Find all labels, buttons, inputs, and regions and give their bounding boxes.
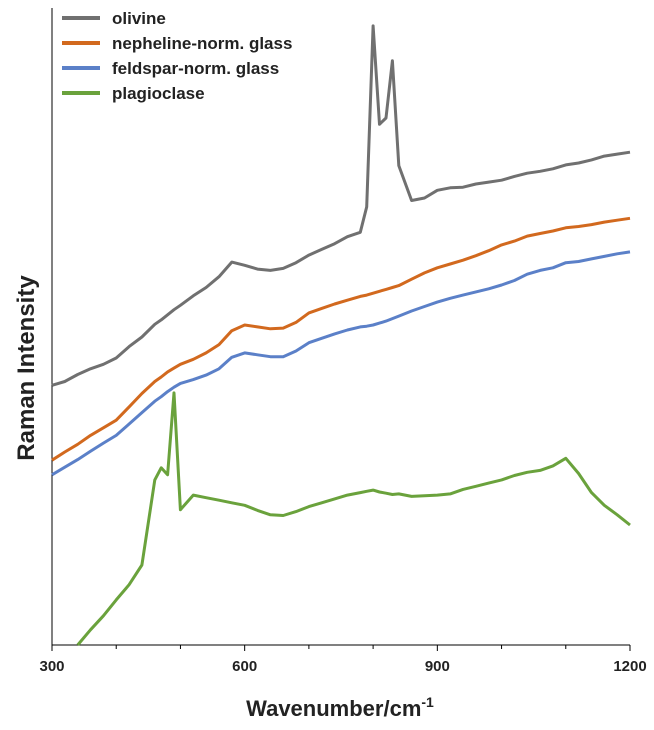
x-axis-label: Wavenumber/cm-1 bbox=[246, 694, 434, 721]
x-label-sup: -1 bbox=[421, 694, 434, 710]
legend-label: plagioclase bbox=[112, 84, 205, 103]
legend-label: feldspar-norm. glass bbox=[112, 59, 279, 78]
x-tick-label: 900 bbox=[425, 658, 450, 675]
legend-label: nepheline-norm. glass bbox=[112, 34, 292, 53]
legend-label: olivine bbox=[112, 9, 166, 28]
series-line bbox=[51, 250, 631, 477]
x-label-text: Wavenumber/cm bbox=[246, 696, 421, 721]
series-line bbox=[51, 24, 631, 387]
y-axis-label: Raman Intensity bbox=[13, 275, 40, 461]
series-line bbox=[76, 391, 631, 646]
series-line bbox=[51, 216, 631, 462]
x-tick-label: 1200 bbox=[613, 658, 646, 675]
x-tick-label: 600 bbox=[232, 658, 257, 675]
x-tick-label: 300 bbox=[39, 658, 64, 675]
